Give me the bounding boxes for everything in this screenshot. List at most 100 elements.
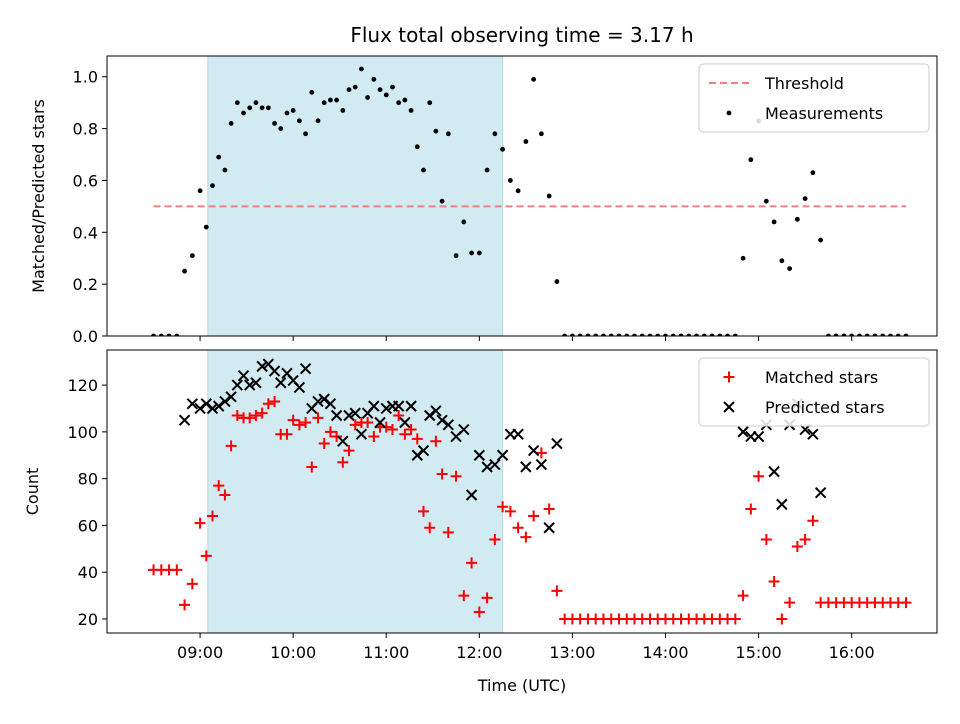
measurement-point bbox=[210, 183, 215, 189]
measurement-point bbox=[833, 333, 839, 336]
measurement-point bbox=[402, 97, 408, 103]
predicted-point bbox=[543, 522, 555, 534]
matched-point bbox=[343, 445, 355, 457]
matched-point bbox=[250, 409, 262, 421]
measurement-point bbox=[523, 139, 529, 144]
matched-point bbox=[380, 421, 392, 433]
matched-point bbox=[213, 480, 225, 492]
predicted-point bbox=[275, 377, 287, 389]
measurement-point bbox=[469, 250, 474, 256]
y-tick-label: 1.0 bbox=[73, 68, 98, 87]
matched-point bbox=[723, 371, 735, 383]
matched-point bbox=[269, 395, 281, 407]
predicted-point bbox=[324, 398, 337, 410]
measurement-point bbox=[826, 333, 831, 336]
matched-point bbox=[312, 412, 324, 424]
matched-point bbox=[256, 407, 268, 419]
matched-point bbox=[450, 470, 462, 482]
measurement-point bbox=[166, 333, 172, 336]
matched-point bbox=[179, 599, 191, 611]
matched-point bbox=[262, 398, 274, 410]
legend: Matched stars Predicted stars bbox=[698, 357, 930, 427]
measurement-point bbox=[365, 95, 371, 100]
measurement-point bbox=[624, 333, 630, 336]
predicted-point bbox=[752, 430, 765, 443]
matched-point bbox=[206, 510, 218, 522]
matched-point bbox=[791, 540, 803, 552]
matched-point bbox=[171, 564, 183, 576]
observing-window-span bbox=[207, 349, 504, 634]
measurement-point bbox=[182, 268, 187, 274]
y-tick-label: 0.2 bbox=[73, 275, 98, 294]
measurement-point bbox=[802, 196, 808, 201]
matched-point bbox=[900, 597, 912, 609]
matched-point bbox=[324, 426, 336, 438]
matched-point bbox=[349, 419, 361, 431]
y-tick-label: 40 bbox=[78, 563, 98, 582]
measurement-point bbox=[328, 97, 333, 103]
measurement-point bbox=[259, 105, 265, 111]
matched-point bbox=[417, 505, 429, 517]
measurement-point bbox=[593, 333, 599, 336]
predicted-point bbox=[368, 400, 380, 412]
measurement-point bbox=[377, 87, 383, 93]
measurement-point bbox=[151, 333, 156, 336]
predicted-point bbox=[178, 414, 191, 426]
measurement-point bbox=[686, 333, 692, 336]
predicted-point bbox=[237, 370, 250, 382]
predicted-point bbox=[423, 409, 436, 422]
predicted-point bbox=[225, 391, 237, 403]
measurement-point bbox=[408, 108, 414, 113]
predicted-point bbox=[527, 444, 540, 457]
predicted-point bbox=[231, 379, 244, 391]
measurement-point bbox=[461, 219, 467, 225]
chart-title: Flux total observing time = 3.17 h bbox=[350, 23, 693, 47]
measurement-point bbox=[321, 100, 327, 106]
measurement-point bbox=[309, 89, 315, 95]
predicted-point bbox=[535, 458, 548, 471]
measurement-point bbox=[390, 84, 395, 90]
measurement-point bbox=[554, 279, 560, 284]
measurement-point bbox=[632, 333, 637, 336]
predicted-point bbox=[399, 416, 411, 429]
predicted-point bbox=[206, 402, 219, 415]
measurement-point bbox=[253, 100, 259, 106]
measurement-point bbox=[228, 121, 234, 126]
matched-point bbox=[287, 414, 299, 426]
predicted-point bbox=[392, 400, 405, 412]
y-axis-label: Count bbox=[23, 468, 42, 516]
axes-frame bbox=[106, 349, 938, 634]
matched-point bbox=[411, 433, 423, 445]
predicted-point bbox=[481, 461, 493, 473]
predicted-point bbox=[814, 486, 827, 499]
y-tick-label: 20 bbox=[78, 610, 98, 629]
measurement-point bbox=[717, 333, 723, 336]
predicted-point bbox=[374, 416, 386, 429]
measurement-point bbox=[895, 333, 901, 336]
measurement-point bbox=[647, 333, 653, 336]
measurement-point bbox=[433, 128, 439, 134]
measurement-point bbox=[216, 154, 222, 160]
legend-label: Threshold bbox=[764, 74, 844, 93]
measurement-point bbox=[701, 333, 707, 336]
predicted-point bbox=[200, 398, 212, 410]
matched-point bbox=[512, 522, 524, 534]
measurement-point bbox=[515, 188, 521, 194]
predicted-point bbox=[194, 402, 206, 415]
measurement-point bbox=[427, 100, 433, 106]
predicted-point bbox=[349, 407, 361, 419]
x-tick-label: 09:00 bbox=[177, 643, 223, 662]
measurement-point bbox=[492, 131, 498, 137]
predicted-point bbox=[318, 393, 330, 405]
y-tick-label: 120 bbox=[67, 376, 98, 395]
matched-point bbox=[194, 517, 206, 529]
measurement-point bbox=[303, 131, 308, 137]
legend: Threshold Measurements bbox=[698, 63, 930, 133]
predicted-point bbox=[512, 428, 524, 440]
measurement-point bbox=[278, 126, 284, 131]
measurement-point bbox=[538, 131, 544, 137]
measurement-point bbox=[709, 333, 715, 336]
matched-point bbox=[807, 515, 819, 527]
measurement-point bbox=[296, 118, 302, 124]
measurement-point bbox=[779, 258, 785, 264]
